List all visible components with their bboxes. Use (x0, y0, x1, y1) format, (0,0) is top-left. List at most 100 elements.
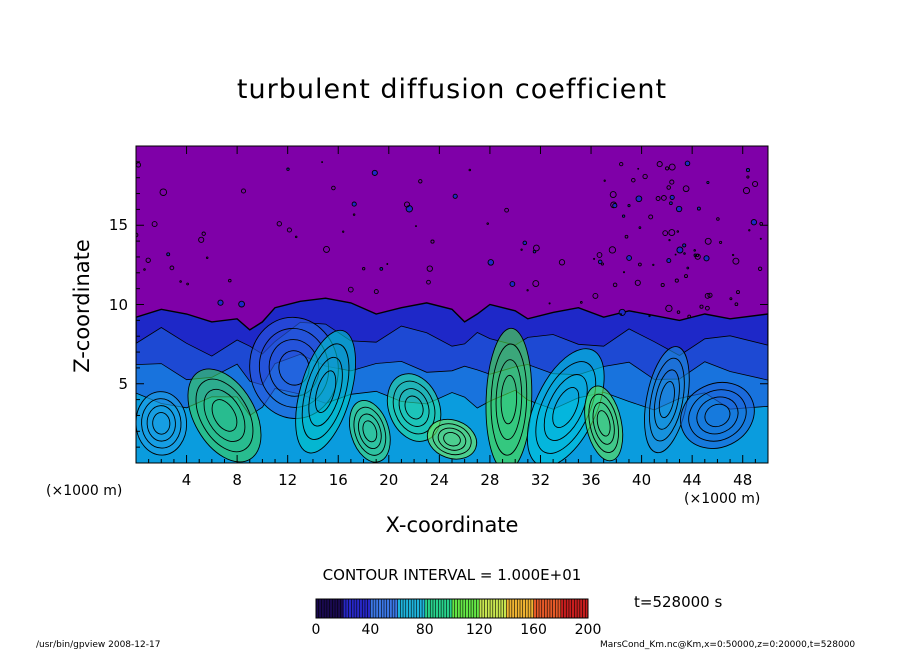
colorbar-cell (566, 599, 570, 618)
colorbar-cell (517, 599, 521, 618)
contour-blob (624, 234, 629, 239)
contour-blob (638, 226, 642, 229)
contour-blob (752, 180, 759, 188)
colorbar-cell (479, 599, 483, 618)
contour-blob (660, 282, 665, 288)
contour-blob (238, 300, 245, 308)
eddy-contour (211, 399, 238, 432)
x-tick-label: 12 (278, 471, 298, 489)
eddy-contour (495, 359, 523, 440)
eddy-contour (353, 406, 387, 456)
contour-blob (286, 167, 290, 171)
colorbar-cell (568, 599, 572, 618)
eddy-contour (203, 388, 246, 442)
contour-blob (145, 257, 151, 263)
contour-blob (371, 169, 378, 176)
x-tick-label: 48 (733, 471, 753, 489)
contour-blob (703, 255, 710, 262)
contour-blob (662, 230, 669, 236)
contour-blob (684, 274, 688, 279)
contour-blob (352, 213, 356, 216)
eddy-contour (443, 432, 461, 447)
x-tick-label: 40 (632, 471, 652, 489)
eddy-contour (584, 385, 624, 462)
contour-blob (579, 301, 583, 304)
colorbar-cell (443, 599, 447, 618)
colorbar-cell (509, 599, 513, 618)
colorbar-cell (438, 599, 442, 618)
eddy-contour (648, 357, 685, 442)
colorbar-cell (326, 599, 330, 618)
contour-blob (347, 286, 354, 293)
contour-blob (468, 168, 472, 172)
contour-blob (757, 266, 763, 271)
contour-blob (486, 222, 489, 225)
contour-blob (608, 246, 617, 254)
contour-blob (622, 271, 626, 274)
colorbar-cell (577, 599, 581, 618)
colorbar-cell (381, 599, 385, 618)
contour-blob (668, 229, 676, 237)
colorbar-cell (481, 599, 485, 618)
colorbar-cell (413, 599, 417, 618)
colorbar-cell (356, 599, 360, 618)
colorbar-cell (364, 599, 368, 618)
colorbar-cell (354, 599, 358, 618)
contour-blob (592, 292, 599, 299)
contour-blob (732, 257, 740, 265)
colorbar-cell (427, 599, 431, 618)
colorbar-cell (348, 599, 352, 618)
colorbar-cell (441, 599, 445, 618)
colorbar-cell (495, 599, 499, 618)
eddy-contour (362, 420, 378, 443)
eddy-contour (314, 370, 337, 413)
colorbar-cell (351, 599, 355, 618)
contour-blob (686, 266, 690, 270)
contour-blob (379, 267, 384, 271)
contour-blob (600, 262, 604, 266)
footer-left: /usr/bin/gpview 2008-12-17 (36, 640, 161, 650)
colorbar-cell (471, 599, 475, 618)
contour-blob (648, 314, 651, 318)
contour-blob (405, 205, 413, 213)
contour-blob (693, 249, 696, 252)
contour-blob (669, 194, 675, 200)
colorbar-cell (503, 599, 507, 618)
contour-blob (627, 204, 631, 208)
contour-blob (205, 256, 209, 259)
colorbar-cell (419, 599, 423, 618)
eddy-contour (543, 374, 588, 441)
colorbar-cell (487, 599, 491, 618)
contour-blob (415, 225, 417, 228)
colorbar-cell (343, 599, 347, 618)
contour-blob (634, 279, 641, 286)
contour-blob (637, 167, 640, 170)
contour-blob (294, 235, 298, 239)
colorbar-tick-label: 0 (311, 622, 321, 638)
colorbar-cell (340, 599, 344, 618)
contour-blob (759, 237, 762, 240)
colorbar-cell (484, 599, 488, 618)
eddy-contour (500, 374, 518, 425)
contour-blob (217, 299, 224, 306)
colorbar-cell (530, 599, 534, 618)
contour-blob (240, 188, 247, 194)
contour-blob (321, 161, 324, 164)
contour-blob (426, 265, 433, 272)
contour-blob (351, 201, 357, 207)
colorbar-cell (362, 599, 366, 618)
contour-blob (558, 259, 566, 266)
colorbar-cell (552, 599, 556, 618)
contour-blob (704, 293, 711, 299)
eddy-contour (141, 398, 182, 449)
colorbar-cell (405, 599, 409, 618)
colorbar-cell (435, 599, 439, 618)
eddy-contour (485, 327, 533, 463)
eddy-contour (195, 378, 254, 453)
colorbar-cell (375, 599, 379, 618)
colorbar-cell (392, 599, 396, 618)
colorbar-cell (335, 599, 339, 618)
colorbar-cell (563, 599, 567, 618)
colorbar-cell (539, 599, 543, 618)
